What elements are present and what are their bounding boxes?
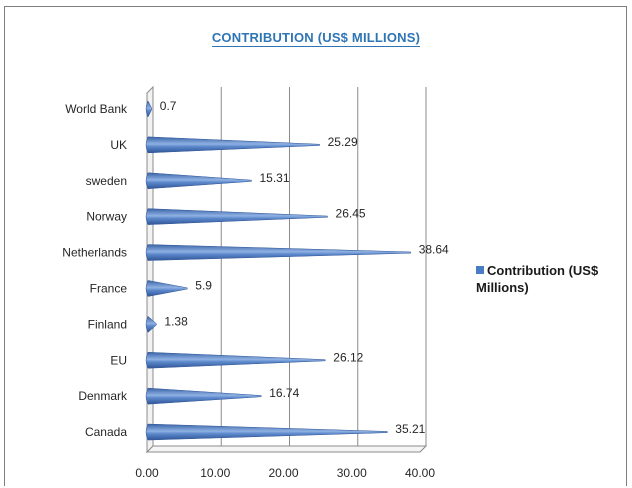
data-label: 16.74 [269, 386, 299, 400]
category-label: EU [110, 353, 127, 367]
bar [145, 280, 188, 297]
data-label: 35.21 [395, 422, 425, 436]
data-label: 5.9 [195, 278, 212, 292]
bar [145, 351, 326, 369]
x-tick-label: 30.00 [337, 466, 367, 480]
data-label: 1.38 [164, 314, 188, 328]
bar [145, 244, 411, 261]
data-label: 25.29 [328, 135, 358, 149]
chart-frame [4, 6, 627, 486]
bar [145, 315, 157, 333]
chart-title: CONTRIBUTION (US$ MILLIONS) [211, 30, 421, 47]
x-tick-label: 20.00 [268, 466, 298, 480]
category-label: UK [110, 138, 127, 152]
x-axis-floor [145, 445, 428, 453]
category-label: Canada [85, 425, 127, 439]
data-label: 26.45 [336, 207, 366, 221]
bar [145, 172, 252, 190]
bar [145, 387, 262, 405]
category-label: Finland [88, 317, 127, 331]
legend: Contribution (US$ Millions) [476, 262, 632, 296]
category-label: France [90, 281, 128, 295]
x-tick-label: 40.00 [405, 466, 435, 480]
x-tick-label: 10.00 [200, 466, 230, 480]
bar [145, 208, 328, 225]
category-label: Netherlands [62, 246, 127, 260]
bar [145, 423, 388, 441]
bar [145, 136, 320, 154]
category-label: sweden [86, 174, 127, 188]
chart-title-wrap: CONTRIBUTION (US$ MILLIONS) [0, 30, 632, 47]
category-label: Denmark [78, 389, 128, 403]
bar [145, 100, 153, 118]
data-label: 0.7 [160, 99, 177, 113]
x-tick-label: 0.00 [135, 466, 159, 480]
data-label: 38.64 [419, 243, 449, 257]
data-label: 26.12 [333, 350, 363, 364]
data-label: 15.31 [259, 171, 289, 185]
category-label: World Bank [65, 102, 128, 116]
category-label: Norway [86, 210, 127, 224]
legend-label: Contribution (US$ Millions) [476, 263, 599, 295]
legend-swatch [476, 266, 484, 274]
